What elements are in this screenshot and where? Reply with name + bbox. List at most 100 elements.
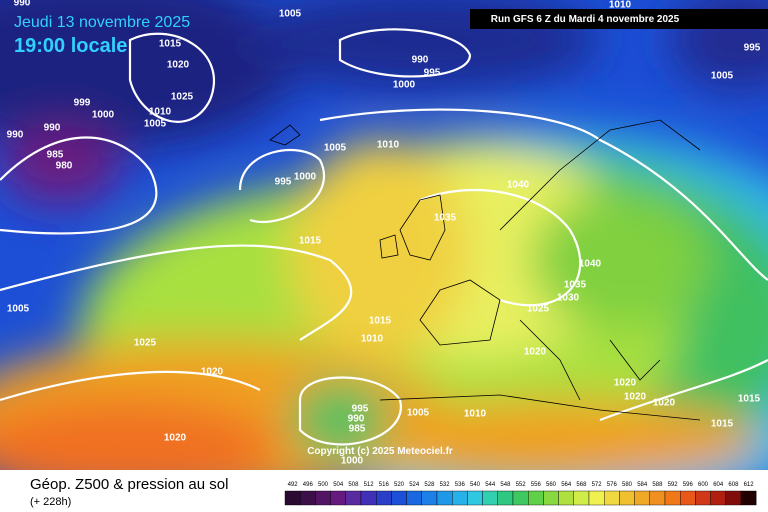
- isobar-label: 1035: [564, 280, 587, 291]
- scale-swatch: [512, 490, 529, 506]
- isobar-label: 1000: [393, 80, 416, 91]
- isobar-label: 985: [349, 424, 366, 435]
- isobar-label: 995: [424, 68, 441, 79]
- scale-label: 496: [303, 482, 314, 488]
- isobar-label: 1020: [653, 398, 676, 409]
- run-info: Run GFS 6 Z du Mardi 4 novembre 2025: [491, 14, 680, 25]
- isobar-label: 1000: [294, 172, 317, 183]
- scale-label: 568: [576, 482, 587, 488]
- isobar-label: 1005: [279, 9, 302, 20]
- scale-label: 556: [531, 482, 542, 488]
- isobar-lines: [0, 28, 768, 446]
- scale-swatch: [588, 490, 605, 506]
- scale-swatch: [497, 490, 514, 506]
- isobar-label: 1025: [171, 92, 194, 103]
- scale-label: 524: [409, 482, 420, 488]
- scale-label: 536: [455, 482, 466, 488]
- isobar-label: 1005: [144, 119, 167, 130]
- scale-label: 532: [440, 482, 451, 488]
- scale-label: 564: [561, 482, 572, 488]
- run-banner: [470, 9, 768, 29]
- forecast-date: Jeudi 13 novembre 2025: [14, 14, 190, 31]
- isobar-label: 1010: [149, 107, 172, 118]
- isobar-label: 1020: [524, 347, 547, 358]
- scale-swatch: [391, 490, 407, 506]
- isobar-label: 1010: [609, 0, 632, 11]
- scale-label: 560: [546, 482, 557, 488]
- scale-swatch: [330, 490, 347, 506]
- scale-swatch: [634, 490, 650, 506]
- isobar-label: 1005: [711, 71, 734, 82]
- isobar-label: 1010: [377, 140, 400, 151]
- scale-label: 588: [652, 482, 663, 488]
- isobar-label: 1000: [92, 110, 115, 121]
- isobar-label: 980: [56, 161, 73, 172]
- isobar-label: 995: [352, 404, 369, 415]
- isobar-label: 1020: [164, 433, 187, 444]
- isobar-label: 990: [412, 55, 429, 66]
- scale-swatch: [619, 490, 635, 506]
- scale-label: 552: [516, 482, 527, 488]
- scale-swatch: [649, 490, 666, 506]
- scale-swatch: [725, 490, 742, 506]
- isobar-label: 1015: [711, 419, 734, 430]
- isobar-label: 1020: [624, 392, 647, 403]
- scale-swatch: [345, 490, 362, 506]
- scale-swatch: [467, 490, 483, 506]
- isobar-label: 1020: [614, 378, 637, 389]
- coastlines: [269, 119, 701, 421]
- scale-label: 504: [333, 482, 344, 488]
- scale-label: 608: [728, 482, 739, 488]
- scale-swatch: [360, 490, 377, 506]
- scale-label: 540: [470, 482, 481, 488]
- scale-swatch: [604, 490, 620, 506]
- isobar-label: 1010: [361, 334, 384, 345]
- lead-time: (+ 228h): [30, 496, 71, 508]
- isobar-label: 1035: [434, 213, 457, 224]
- isobar-label: 1005: [407, 408, 430, 419]
- isobar-label: 1005: [324, 143, 347, 154]
- scale-label: 516: [379, 482, 390, 488]
- isobar-label: 1015: [159, 39, 182, 50]
- scale-swatch: [528, 490, 544, 506]
- isobar-label: 1020: [201, 367, 224, 378]
- scale-label: 528: [424, 482, 435, 488]
- scale-label: 492: [288, 482, 299, 488]
- scale-swatch: [284, 490, 301, 506]
- isobar-label: 1025: [527, 304, 550, 315]
- isobar-label: 1010: [464, 409, 487, 420]
- scale-label: 512: [364, 482, 375, 488]
- scale-label: 612: [744, 482, 755, 488]
- scale-label: 580: [622, 482, 633, 488]
- scale-swatch: [710, 490, 726, 506]
- color-scale: 492 496 500 504 508 512 516 520 524 528 532 536 540 5…: [284, 482, 757, 506]
- isobar-label: 1020: [167, 60, 190, 71]
- isobar-label: 1015: [299, 236, 322, 247]
- scale-swatch: [664, 490, 681, 506]
- scale-swatch: [315, 490, 331, 506]
- isobar-label: 1005: [7, 304, 30, 315]
- scale-label: 508: [348, 482, 359, 488]
- isobar-label: 1015: [738, 394, 761, 405]
- isobar-label: 990: [44, 123, 61, 134]
- scale-swatch: [406, 490, 423, 506]
- scale-swatch: [740, 490, 757, 506]
- scale-swatch: [482, 490, 499, 506]
- scale-label: 596: [683, 482, 694, 488]
- scale-label: 576: [607, 482, 618, 488]
- scale-label: 592: [668, 482, 679, 488]
- scale-swatch: [436, 490, 453, 506]
- scale-swatch: [300, 490, 316, 506]
- scale-swatch: [680, 490, 696, 506]
- scale-label: 548: [500, 482, 511, 488]
- isobar-labels: 9901005101010151020102510101005999100099…: [7, 0, 761, 467]
- isobar-label: 985: [47, 150, 64, 161]
- scale-swatch: [695, 490, 711, 506]
- scale-swatch: [558, 490, 574, 506]
- isobar-label: 990: [14, 0, 31, 9]
- scale-label: 500: [318, 482, 329, 488]
- isobar-label: 999: [74, 98, 91, 109]
- forecast-time: 19:00 locale: [14, 35, 127, 57]
